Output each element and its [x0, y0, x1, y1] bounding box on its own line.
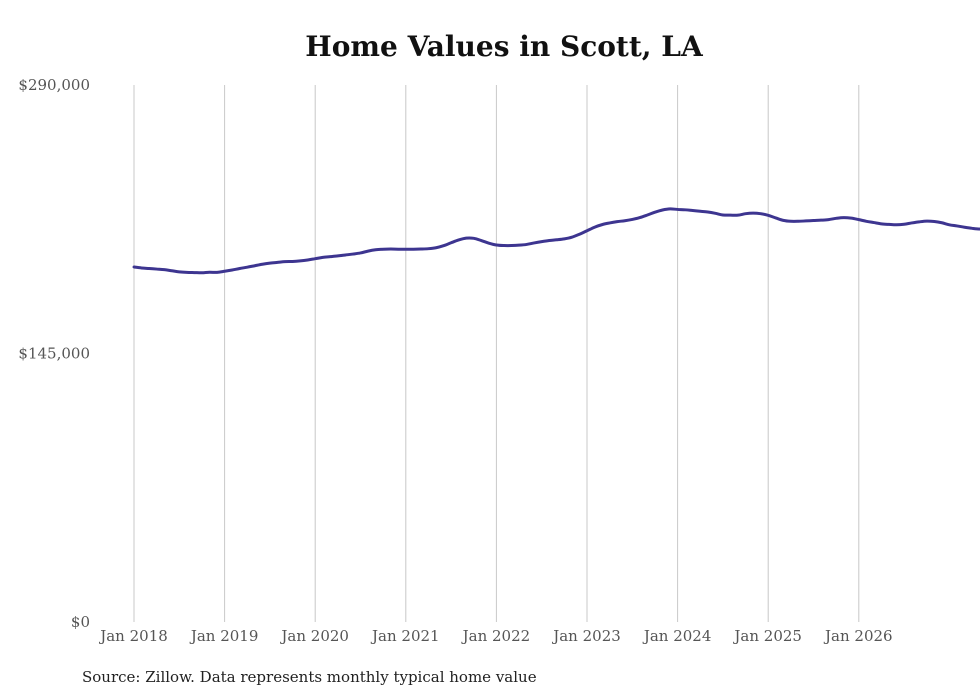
x-tick-label: Jan 2026 [823, 627, 893, 645]
x-tick-label: Jan 2019 [189, 627, 259, 645]
x-tick-label: Jan 2018 [98, 627, 168, 645]
x-tick-label: Jan 2021 [370, 627, 440, 645]
chart-title: Home Values in Scott, LA [305, 30, 703, 63]
series-layer: $218,990 [132, 207, 980, 275]
x-tick-label: Jan 2022 [461, 627, 531, 645]
x-tick-label: Jan 2020 [279, 627, 349, 645]
x-tick-label: Jan 2023 [551, 627, 621, 645]
x-tick-label: Jan 2024 [642, 627, 712, 645]
series-line [132, 207, 980, 275]
y-tick-label: $290,000 [18, 76, 90, 94]
y-axis-ticks: $0 $145,000 $290,000 [18, 76, 90, 631]
y-tick-label: $0 [71, 613, 90, 631]
gridlines [133, 85, 860, 622]
source-note: Source: Zillow. Data represents monthly … [82, 668, 537, 686]
x-tick-label: Jan 2025 [732, 627, 802, 645]
y-tick-label: $145,000 [18, 345, 90, 363]
x-axis-ticks: Jan 2018 Jan 2019 Jan 2020 Jan 2021 Jan 2022… [98, 627, 892, 645]
